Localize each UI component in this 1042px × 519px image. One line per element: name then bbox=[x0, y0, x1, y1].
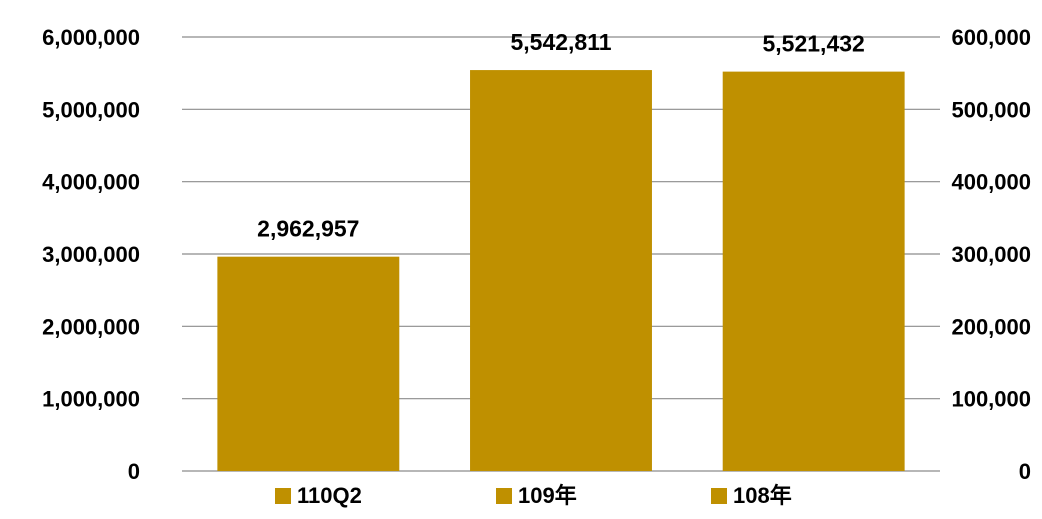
right-tick-label: 0 bbox=[1019, 459, 1031, 484]
legend-swatch bbox=[275, 488, 291, 504]
legend: 110Q2 109年 108年 bbox=[275, 483, 792, 508]
left-tick-label: 2,000,000 bbox=[42, 314, 140, 339]
left-tick-label: 3,000,000 bbox=[42, 242, 140, 267]
left-tick-label: 1,000,000 bbox=[42, 387, 140, 412]
right-tick-label: 500,000 bbox=[951, 97, 1031, 122]
right-tick-label: 600,000 bbox=[951, 25, 1031, 50]
right-tick-label: 300,000 bbox=[951, 242, 1031, 267]
legend-swatch bbox=[496, 488, 512, 504]
left-tick-label: 6,000,000 bbox=[42, 25, 140, 50]
legend-label: 108年 bbox=[733, 483, 792, 508]
bar-data-label: 5,542,811 bbox=[510, 29, 611, 55]
bar-data-label: 5,521,432 bbox=[763, 31, 865, 57]
legend-label: 109年 bbox=[518, 483, 577, 508]
left-tick-label: 4,000,000 bbox=[42, 170, 140, 195]
legend-swatch bbox=[711, 488, 727, 504]
right-tick-label: 100,000 bbox=[951, 387, 1031, 412]
right-tick-label: 400,000 bbox=[951, 170, 1031, 195]
legend-label: 110Q2 bbox=[297, 483, 362, 508]
right-axis: 0 100,000 200,000 300,000 400,000 500,000 600,… bbox=[951, 25, 1031, 484]
left-tick-label: 5,000,000 bbox=[42, 97, 140, 122]
bar-data-label: 2,962,957 bbox=[257, 216, 359, 242]
bar bbox=[722, 71, 905, 471]
bars bbox=[217, 70, 905, 471]
right-tick-label: 200,000 bbox=[951, 314, 1031, 339]
bar bbox=[217, 256, 400, 471]
data-labels: 2,962,957 5,542,811 5,521,432 bbox=[257, 29, 865, 242]
bar bbox=[470, 70, 652, 471]
left-tick-label: 0 bbox=[128, 459, 140, 484]
left-axis: 0 1,000,000 2,000,000 3,000,000 4,000,000 5,0… bbox=[42, 25, 140, 484]
